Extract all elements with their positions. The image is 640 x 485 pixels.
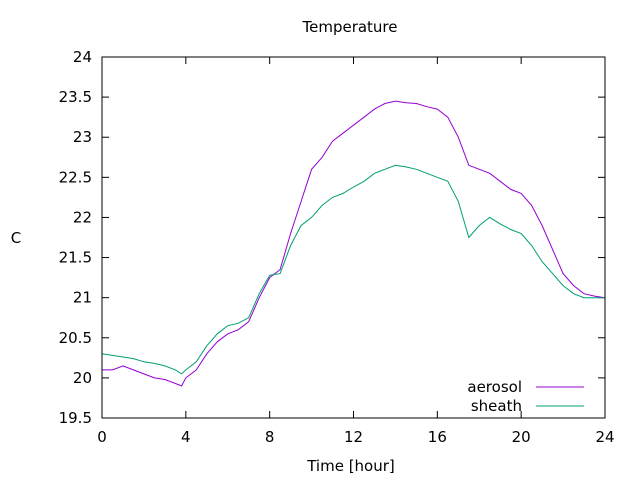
plot-frame	[101, 56, 606, 419]
x-tick-label: 12	[344, 428, 363, 446]
y-tick-label: 22.5	[59, 168, 92, 186]
chart-title: Temperature	[301, 18, 397, 36]
y-tick-label: 22	[73, 208, 92, 226]
series-layer	[101, 100, 606, 387]
legend-label-sheath: sheath	[471, 397, 522, 415]
y-axis-label: C	[11, 229, 21, 247]
y-tick-label: 23.5	[59, 88, 92, 106]
x-axis-label: Time [hour]	[306, 457, 395, 475]
y-tick-label: 20.5	[59, 329, 92, 347]
y-tick-label: 21	[73, 289, 92, 307]
y-tick-label: 23	[73, 128, 92, 146]
y-tick-label: 24	[73, 48, 92, 66]
y-tick-label: 19.5	[59, 409, 92, 427]
x-tick-label: 8	[265, 428, 275, 446]
ticks-layer: 19.5 20 20.5 21 21.5 22 22.5 23 23.5 24 0 4 8 12 16 20 2…	[59, 48, 615, 446]
series-line-sheath	[101, 164, 605, 375]
x-tick-label: 4	[181, 428, 191, 446]
y-tick-label: 21.5	[59, 249, 92, 267]
series-line-aerosol	[102, 100, 606, 387]
x-tick-label: 0	[97, 428, 107, 446]
x-tick-label: 20	[512, 428, 531, 446]
x-tick-label: 16	[428, 428, 447, 446]
x-tick-label: 24	[595, 428, 614, 446]
y-tick-label: 20	[73, 369, 92, 387]
legend-label-aerosol: aerosol	[467, 378, 522, 396]
